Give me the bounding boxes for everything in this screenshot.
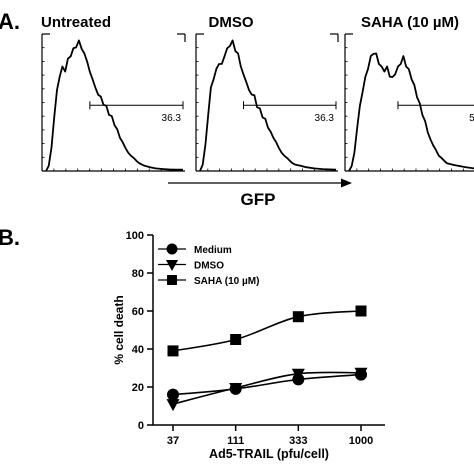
- panel-b: B. 0 20 40 60 80 100 37 111 333 1000 Ad5-TRAIL (pf…: [0, 225, 385, 461]
- histogram-title-untreated: Untreated: [41, 14, 111, 31]
- y-tick-label: 80: [132, 268, 144, 280]
- data-point: [166, 260, 178, 271]
- data-point: [355, 305, 367, 317]
- legend-item-saha-10-m: SAHA (10 µM): [158, 275, 259, 287]
- data-point: [166, 243, 178, 255]
- data-point: [167, 388, 179, 401]
- y-tick-label: 20: [132, 382, 144, 394]
- histogram-curve: [199, 39, 337, 172]
- legend-item-medium: Medium: [158, 243, 232, 256]
- panel-a-letter: A.: [0, 9, 20, 34]
- legend-label: SAHA (10 µM): [194, 276, 259, 287]
- gate-marker: 52.: [397, 101, 474, 124]
- y-tick-label: 0: [138, 420, 144, 432]
- data-point: [291, 368, 305, 381]
- x-tick-label: 37: [167, 435, 179, 447]
- y-tick-label: 100: [126, 230, 144, 242]
- gfp-axis-label: GFP: [241, 190, 276, 209]
- legend: Medium DMSO SAHA (10 µM): [158, 243, 259, 287]
- data-point: [167, 275, 177, 285]
- histogram-saha: 52.: [344, 33, 474, 172]
- histogram-title-dmso: DMSO: [209, 14, 254, 31]
- x-axis-label: Ad5-TRAIL (pfu/cell): [209, 447, 329, 461]
- legend-label: Medium: [194, 245, 232, 256]
- histogram-curve: [348, 52, 474, 172]
- series-line: [172, 371, 362, 405]
- x-tick-label: 333: [289, 435, 307, 447]
- gate-marker: 36.3: [243, 101, 337, 124]
- x-tick-label: 111: [227, 435, 244, 447]
- gate-marker: 36.3: [89, 101, 184, 124]
- series-saha-10-m: [167, 305, 367, 357]
- histogram-dmso: 36.3: [195, 33, 339, 172]
- series-line: [172, 373, 362, 396]
- data-point: [167, 345, 179, 357]
- data-point: [354, 367, 368, 380]
- x-tick-label: 1000: [349, 435, 373, 447]
- y-tick-label: 60: [132, 306, 144, 318]
- data-point: [230, 334, 242, 345]
- legend-label: DMSO: [194, 261, 224, 272]
- series-dmso: [166, 367, 368, 412]
- data-point: [166, 399, 180, 412]
- panel-a: A. Untreated DMSO SAHA (10 µM) 36.3 36.3 5…: [0, 9, 474, 209]
- line-chart: 0 20 40 60 80 100 37 111 333 1000 Ad5-TRAIL (pfu/c…: [112, 230, 385, 461]
- histogram-untreated: 36.3: [41, 33, 186, 172]
- y-tick-label: 40: [132, 344, 144, 356]
- data-point: [229, 382, 243, 395]
- histogram-group: 36.3 36.3 52.: [41, 33, 474, 172]
- gate-value: 36.3: [162, 113, 182, 124]
- gate-value: 52.: [469, 113, 474, 124]
- histogram-title-saha: SAHA (10 µM): [361, 14, 459, 31]
- y-axis-label: % cell death: [112, 295, 126, 364]
- histogram-curve: [45, 39, 183, 172]
- series-line: [172, 310, 362, 352]
- data-point: [292, 311, 304, 323]
- gfp-axis-arrowhead: [341, 178, 352, 188]
- panel-b-letter: B.: [0, 225, 20, 250]
- series-medium: [167, 368, 367, 401]
- legend-item-dmso: DMSO: [158, 260, 224, 272]
- gate-value: 36.3: [315, 113, 335, 124]
